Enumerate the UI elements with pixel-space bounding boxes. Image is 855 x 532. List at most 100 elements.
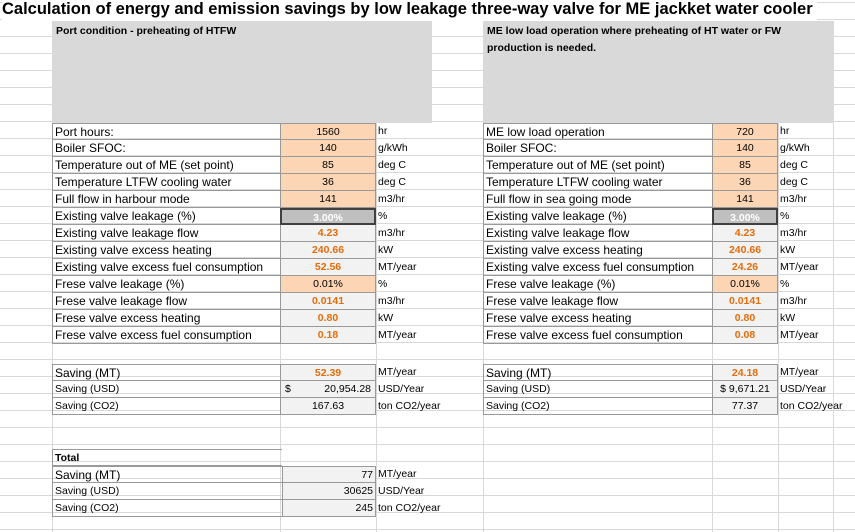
left-value-cell[interactable]: 36: [280, 174, 376, 191]
right-saving-label: Saving (MT): [483, 364, 712, 381]
left-unit: m3/hr: [378, 227, 405, 239]
left-row: Existing valve leakage flow 4.23 m3/hr: [52, 225, 456, 242]
right-row: Frese valve excess heating 0.80 kW: [483, 310, 855, 327]
right-label: Existing valve leakage flow: [483, 225, 712, 242]
right-saving-value-cell[interactable]: 24.18: [712, 364, 778, 381]
left-value-cell[interactable]: 141: [280, 191, 376, 208]
right-value-cell[interactable]: 0.08: [712, 327, 778, 344]
left-label: Frese valve leakage flow: [52, 293, 280, 310]
right-value-cell[interactable]: 240.66: [712, 242, 778, 259]
left-label: Existing valve leakage flow: [52, 225, 280, 242]
right-value: 141: [736, 193, 754, 205]
left-value-cell[interactable]: 240.66: [280, 242, 376, 259]
right-value: 24.26: [731, 261, 759, 273]
right-unit: kW: [780, 244, 796, 256]
right-section-header: ME low load operation where preheating o…: [483, 21, 833, 123]
left-saving-unit: ton CO2/year: [378, 400, 441, 412]
total-value-cell[interactable]: 77: [282, 466, 376, 483]
right-value-cell[interactable]: 24.26: [712, 259, 778, 276]
right-value: 0.01%: [730, 278, 760, 290]
right-value-cell[interactable]: 141: [712, 191, 778, 208]
right-row: Existing valve leakage (%) 3.00%%: [483, 208, 855, 225]
right-unit: hr: [780, 125, 790, 137]
left-unit: g/kWh: [378, 142, 408, 154]
right-value: 0.80: [734, 312, 756, 324]
total-unit: MT/year: [378, 468, 417, 480]
left-row: Frese valve excess fuel consumption 0.18 M…: [52, 327, 456, 344]
right-row: Frese valve leakage (%) 0.01%%: [483, 276, 855, 293]
right-value-cell[interactable]: 0.01%: [712, 276, 778, 293]
total-label: Saving (USD): [52, 483, 282, 500]
left-value-cell[interactable]: 0.80: [280, 310, 376, 327]
left-row: Existing valve leakage (%) 3.00%%: [52, 208, 456, 225]
left-saving-value-cell[interactable]: 52.39: [280, 364, 376, 381]
total-unit: USD/Year: [378, 485, 425, 497]
right-label: Existing valve excess heating: [483, 242, 712, 259]
left-value-cell[interactable]: 52.56: [280, 259, 376, 276]
left-value: 52.56: [314, 261, 342, 273]
right-label: Frese valve leakage flow: [483, 293, 712, 310]
left-saving-value: 52.39: [314, 367, 342, 379]
left-saving-value-cell[interactable]: 167.63: [280, 398, 376, 415]
right-value-cell[interactable]: 0.80: [712, 310, 778, 327]
left-row: Boiler SFOC: 140 g/kWh: [52, 140, 456, 157]
sheet-title: Calculation of energy and emission savin…: [2, 0, 817, 20]
left-unit: MT/year: [378, 261, 417, 273]
left-value-cell[interactable]: 0.0141: [280, 293, 376, 310]
right-row: ME low load operation 720 hr: [483, 123, 855, 140]
total-value-cell[interactable]: 245: [282, 500, 376, 517]
left-saving-label: Saving (USD): [52, 381, 280, 398]
left-value-cell[interactable]: 1560: [280, 123, 376, 140]
right-label: Boiler SFOC:: [483, 140, 712, 157]
left-row: Existing valve excess heating 240.66 kW: [52, 242, 456, 259]
right-unit: MT/year: [780, 261, 819, 273]
left-unit: m3/hr: [378, 295, 405, 307]
right-saving-value-cell[interactable]: 77.37: [712, 398, 778, 415]
right-value-cell[interactable]: 0.0141: [712, 293, 778, 310]
right-saving-value-cell[interactable]: $ 9,671.21: [712, 381, 778, 398]
total-label: Saving (CO2): [52, 500, 282, 517]
right-label: Temperature LTFW cooling water: [483, 174, 712, 191]
left-value-cell[interactable]: 4.23: [280, 225, 376, 242]
right-value-cell[interactable]: 3.00%: [712, 208, 778, 225]
total-label: Saving (MT): [52, 466, 282, 483]
left-value-cell[interactable]: 0.01%: [280, 276, 376, 293]
left-value: 0.01%: [313, 278, 343, 290]
left-label: Frese valve leakage (%): [52, 276, 280, 293]
right-unit: deg C: [780, 159, 809, 171]
right-value-cell[interactable]: 4.23: [712, 225, 778, 242]
total-value: 30625: [343, 485, 373, 497]
left-label: Temperature out of ME (set point): [52, 157, 280, 174]
left-label: Frese valve excess heating: [52, 310, 280, 327]
left-saving-value-cell[interactable]: $20,954.28: [280, 381, 376, 398]
right-unit: %: [780, 210, 790, 222]
total-value-cell[interactable]: 30625: [282, 483, 376, 500]
left-saving-label: Saving (CO2): [52, 398, 280, 415]
total-value: 245: [355, 502, 373, 514]
left-unit: kW: [378, 312, 394, 324]
currency-symbol: $: [285, 383, 291, 395]
right-saving-value: 24.18: [731, 367, 759, 379]
right-label: Existing valve excess fuel consumption: [483, 259, 712, 276]
right-saving-row: Saving (MT) 24.18 MT/year: [483, 364, 855, 381]
right-label: Existing valve leakage (%): [483, 208, 712, 225]
right-unit: MT/year: [780, 329, 819, 341]
left-value-cell[interactable]: 85: [280, 157, 376, 174]
right-value-cell[interactable]: 140: [712, 140, 778, 157]
left-unit: %: [378, 210, 388, 222]
right-saving-unit: USD/Year: [780, 383, 827, 395]
left-value-cell[interactable]: 3.00%: [280, 208, 376, 225]
left-unit: hr: [378, 125, 388, 137]
left-row: Port hours: 1560 hr: [52, 123, 456, 140]
left-saving-value: 167.63: [311, 400, 345, 412]
right-value-cell[interactable]: 720: [712, 123, 778, 140]
total-row: Saving (USD) 30625 USD/Year: [52, 483, 466, 500]
right-value-cell[interactable]: 85: [712, 157, 778, 174]
left-value-cell[interactable]: 140: [280, 140, 376, 157]
right-value-cell[interactable]: 36: [712, 174, 778, 191]
right-unit: kW: [780, 312, 796, 324]
left-saving-label: Saving (MT): [52, 364, 280, 381]
left-value-cell[interactable]: 0.18: [280, 327, 376, 344]
right-value: 0.0141: [728, 295, 762, 307]
left-label: Existing valve excess heating: [52, 242, 280, 259]
